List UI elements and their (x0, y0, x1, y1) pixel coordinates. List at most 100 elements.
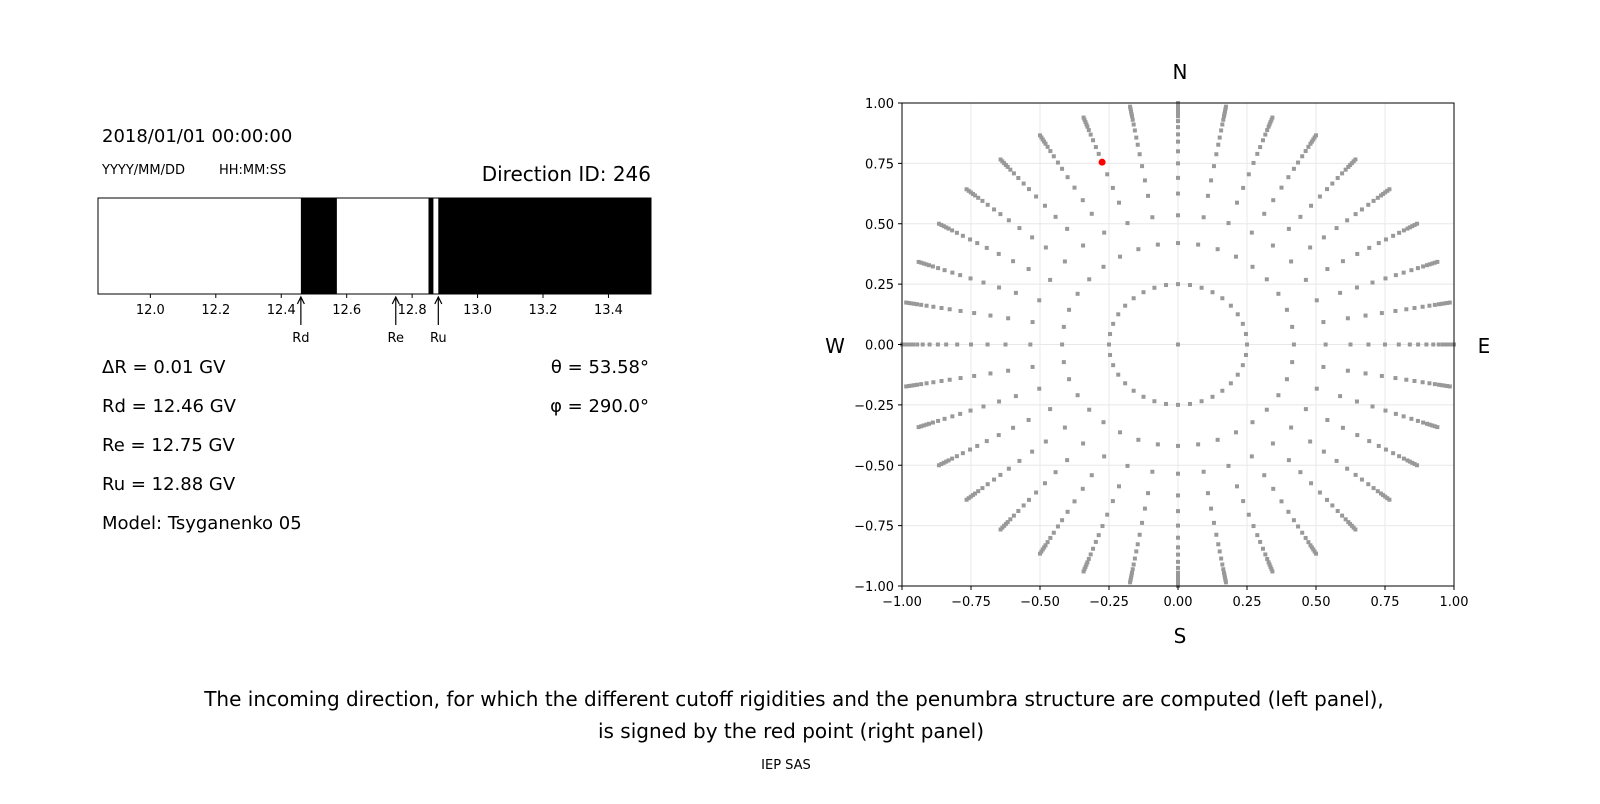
direction-point (936, 266, 941, 271)
direction-point (1265, 556, 1270, 561)
direction-point (1042, 203, 1047, 208)
direction-point (1309, 481, 1314, 486)
direction-point (1211, 164, 1216, 169)
direction-point (1117, 484, 1122, 489)
direction-point (1265, 128, 1270, 133)
direction-point (1303, 407, 1308, 412)
direction-point (1267, 122, 1272, 127)
direction-point (1140, 520, 1145, 525)
direction-point (1266, 124, 1271, 129)
direction-point (1286, 509, 1291, 514)
direction-point (1042, 481, 1047, 486)
direction-point (1415, 463, 1420, 468)
direction-point (909, 301, 914, 306)
direction-point (1048, 277, 1053, 282)
direction-point (1427, 422, 1432, 427)
direction-point (996, 251, 1001, 256)
direction-point (1065, 458, 1070, 463)
direction-point (1407, 225, 1412, 230)
direction-point (1234, 484, 1239, 489)
direction-point (1053, 214, 1058, 219)
compass-west: W (825, 334, 845, 358)
direction-point (1376, 241, 1381, 246)
direction-point (960, 451, 965, 456)
direction-point (968, 408, 973, 413)
direction-point (1037, 386, 1042, 391)
direction-point (1038, 551, 1042, 556)
direction-point (1343, 517, 1348, 522)
arrow-head-icon (296, 295, 305, 305)
direction-point (1108, 332, 1113, 337)
direction-point (1150, 215, 1155, 220)
direction-point (1432, 302, 1437, 307)
direction-point (1026, 417, 1031, 422)
direction-point (1228, 303, 1233, 308)
direction-point (935, 342, 940, 347)
direction-point (921, 423, 926, 428)
direction-point (1021, 181, 1026, 186)
direction-point (1436, 342, 1441, 347)
direction-point (1087, 407, 1092, 412)
direction-point (1039, 135, 1044, 140)
direction-point (1303, 149, 1308, 154)
direction-point (1234, 200, 1239, 205)
direction-point (1053, 470, 1058, 475)
x-tick-label: 12.0 (136, 303, 165, 318)
direction-point (1176, 282, 1180, 287)
direction-point (1223, 580, 1228, 585)
direction-point (1102, 454, 1107, 459)
direction-point (1424, 421, 1429, 426)
direction-point (1205, 193, 1210, 198)
direction-point (1042, 545, 1047, 550)
direction-point (1270, 569, 1275, 574)
direction-point (1378, 193, 1383, 198)
x-tick-label: 13.4 (594, 303, 623, 318)
direction-point (1026, 267, 1031, 272)
direction-point (1430, 423, 1435, 428)
direction-point (1176, 175, 1180, 180)
direction-point (1118, 254, 1123, 259)
direction-point (1043, 543, 1048, 548)
direction-point (1415, 266, 1420, 271)
direction-point (1241, 499, 1246, 504)
direction-point (1367, 439, 1372, 444)
direction-point (915, 342, 920, 347)
direction-point (1111, 363, 1116, 368)
direction-point (1061, 360, 1066, 365)
direction-point (1264, 277, 1269, 282)
direction-point (1383, 237, 1388, 242)
direction-point (1309, 545, 1314, 550)
direction-point (1030, 364, 1035, 369)
direction-point (1142, 506, 1147, 511)
direction-point (1085, 124, 1090, 129)
direction-point (1262, 473, 1267, 478)
direction-point (1220, 562, 1225, 567)
x-tick-label: −0.50 (1020, 595, 1060, 610)
direction-point (1093, 539, 1098, 544)
phi-label: φ = 290.0° (550, 396, 649, 417)
direction-point (1401, 414, 1406, 419)
direction-point (1276, 393, 1281, 398)
direction-point (1039, 549, 1044, 554)
direction-point (1128, 577, 1133, 582)
direction-point (1082, 117, 1087, 122)
direction-point (942, 416, 947, 421)
direction-point (1393, 376, 1398, 381)
direction-point (1367, 245, 1372, 250)
direction-point (930, 420, 935, 425)
compass-south: S (1174, 624, 1187, 648)
direction-point (1291, 518, 1296, 523)
direction-point (1407, 342, 1412, 347)
direction-point (1340, 171, 1345, 176)
direction-point (1412, 306, 1417, 311)
direction-point (1051, 530, 1056, 535)
direction-point (1391, 451, 1396, 456)
direction-point (1286, 458, 1291, 463)
direction-point (1089, 473, 1094, 478)
x-tick-label: 12.4 (267, 303, 296, 318)
direction-point (1255, 151, 1260, 156)
direction-point (958, 273, 963, 278)
direction-point (1276, 291, 1281, 296)
direction-point (1176, 108, 1180, 113)
direction-point (1226, 463, 1231, 468)
